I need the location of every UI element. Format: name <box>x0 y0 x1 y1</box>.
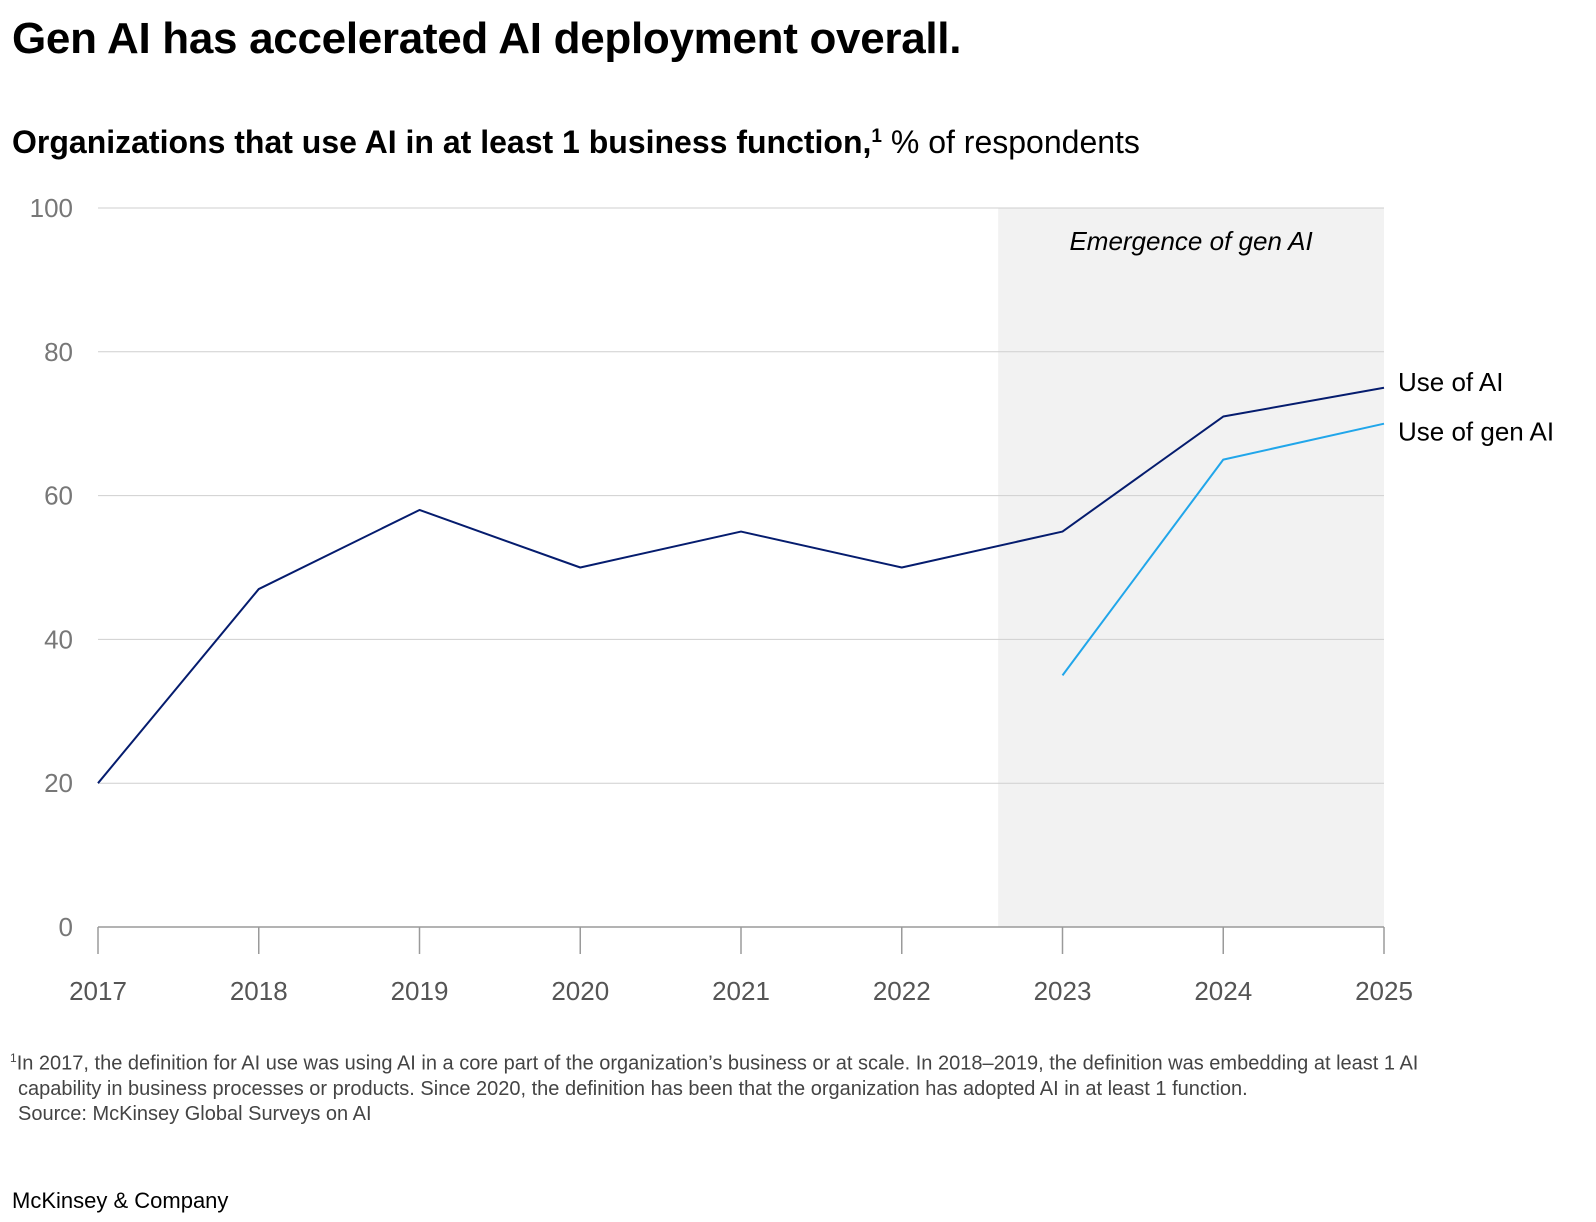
subtitle-text: Organizations that use AI in at least 1 … <box>12 124 872 160</box>
series-line <box>1061 422 1385 676</box>
y-tick-label: 0 <box>59 912 73 942</box>
y-tick-label: 60 <box>44 481 73 511</box>
x-tick-label: 2024 <box>1194 976 1252 1006</box>
chart-title: Gen AI has accelerated AI deployment ove… <box>12 14 962 63</box>
y-tick-label: 80 <box>44 337 73 367</box>
x-tick-label: 2017 <box>69 976 127 1006</box>
x-tick-label: 2020 <box>551 976 609 1006</box>
footnote-source: Source: McKinsey Global Surveys on AI <box>18 1102 372 1125</box>
chart-subtitle: Organizations that use AI in at least 1 … <box>12 124 1140 161</box>
annotation-label: Emergence of gen AI <box>1069 226 1312 256</box>
footnote-line-2: capability in business processes or prod… <box>18 1077 1248 1100</box>
x-tick-label: 2019 <box>391 976 449 1006</box>
subtitle-unit: % of respondents <box>881 124 1140 160</box>
annotation-band <box>998 208 1384 927</box>
x-tick-label: 2025 <box>1355 976 1413 1006</box>
y-tick-label: 40 <box>44 624 73 654</box>
footnote: 1In 2017, the definition for AI use was … <box>10 1046 1590 1127</box>
line-chart: Emergence of gen AI 0 20 40 60 80 100 2017 2018 2… <box>30 193 1555 1006</box>
y-tick-label: 100 <box>30 193 73 223</box>
series-label: Use of gen AI <box>1398 417 1554 447</box>
x-tick-label: 2022 <box>873 976 931 1006</box>
x-tick-label: 2021 <box>712 976 770 1006</box>
subtitle-footnote-marker: 1 <box>871 126 882 147</box>
series-label: Use of AI <box>1398 367 1504 397</box>
y-tick-label: 20 <box>44 768 73 798</box>
x-tick-label: 2023 <box>1034 976 1092 1006</box>
series-line <box>97 386 1385 784</box>
footnote-line-1: In 2017, the definition for AI use was u… <box>16 1052 1419 1075</box>
footnote-marker: 1 <box>10 1051 17 1065</box>
brand-logo-text: McKinsey & Company <box>12 1188 229 1213</box>
x-tick-label: 2018 <box>230 976 288 1006</box>
